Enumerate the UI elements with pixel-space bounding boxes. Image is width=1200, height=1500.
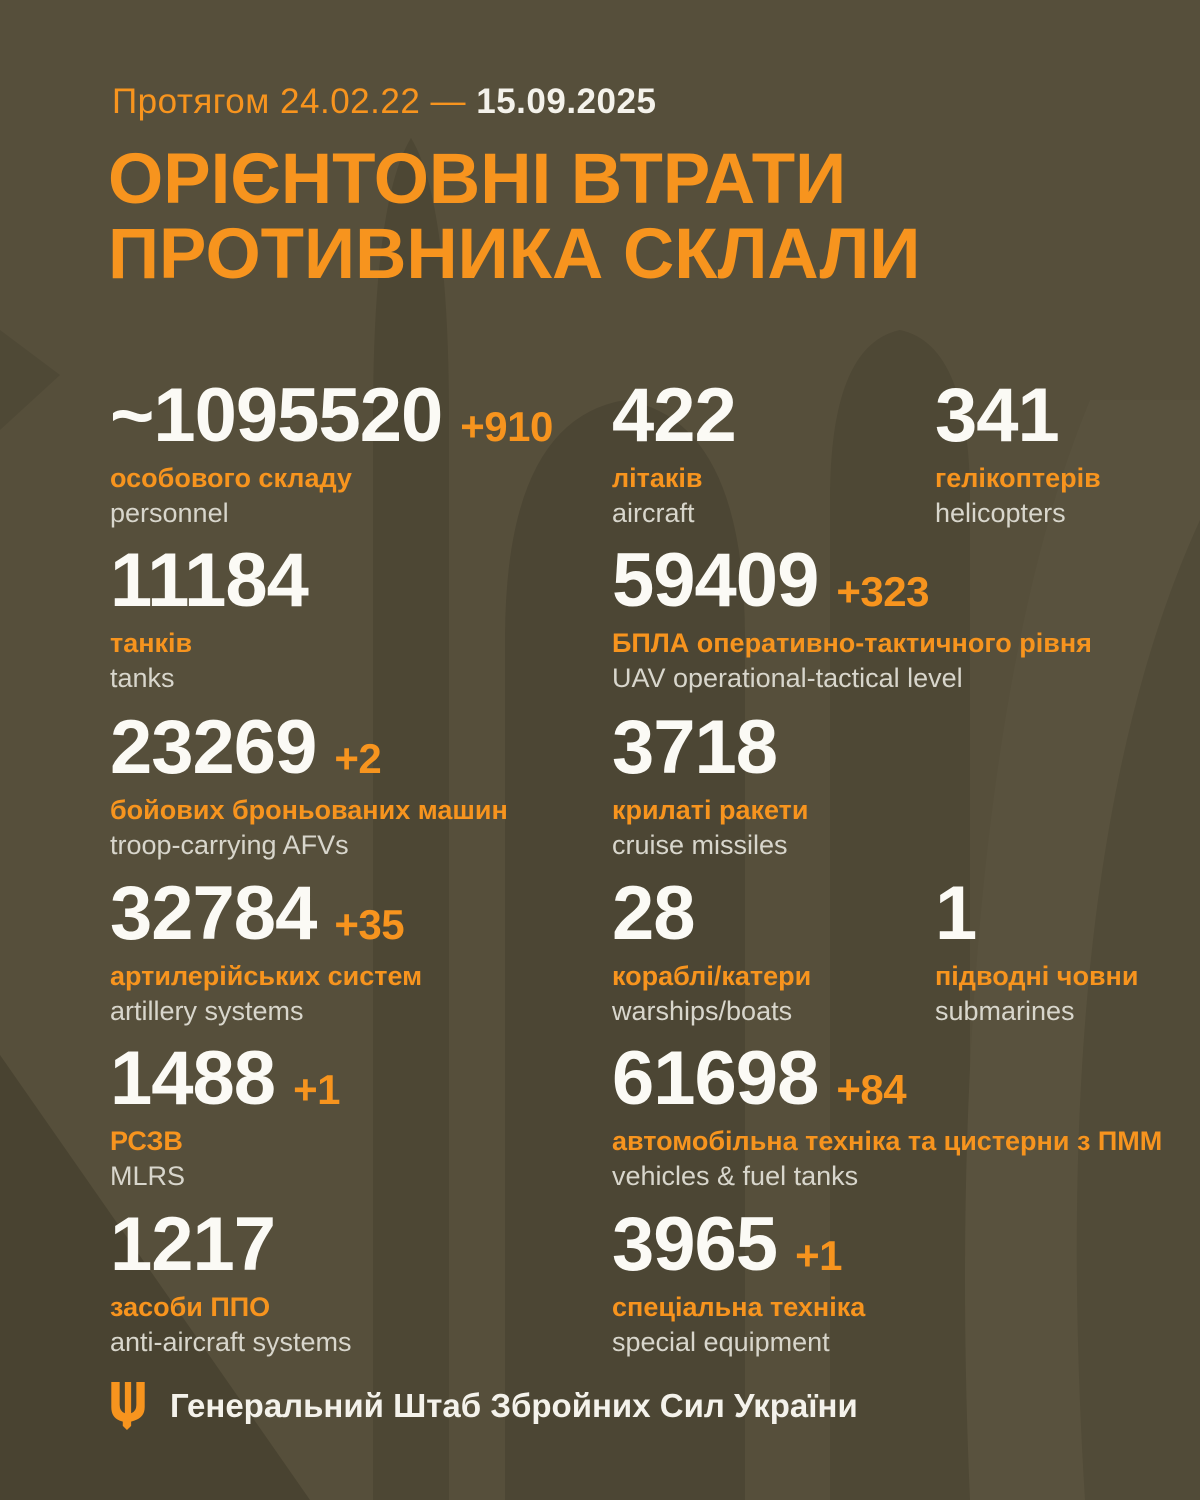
report-period: Протягом 24.02.22 — 15.09.2025 bbox=[112, 82, 656, 122]
stat-label-en: personnel bbox=[110, 497, 229, 528]
stat-label-en: tanks bbox=[110, 662, 175, 693]
stat-label-uk: літаків bbox=[612, 463, 703, 493]
stat-value: 1 bbox=[935, 871, 977, 956]
report-period-date: 15.09.2025 bbox=[476, 82, 657, 121]
stat-delta: +910 bbox=[460, 403, 553, 450]
page-title: ОРІЄНТОВНІ ВТРАТИ ПРОТИВНИКА СКЛАЛИ bbox=[108, 142, 920, 293]
stat-label-en: artillery systems bbox=[110, 995, 304, 1026]
page-title-line2: ПРОТИВНИКА СКЛАЛИ bbox=[108, 215, 921, 295]
stat-personnel: ~1095520 +910 особового складу personnel bbox=[110, 378, 553, 530]
source-organization: Генеральний Штаб Збройних Сил України bbox=[170, 1387, 858, 1424]
stat-label-en: special equipment bbox=[612, 1326, 830, 1357]
stat-value: 23269 bbox=[110, 705, 317, 790]
stat-label-en: submarines bbox=[935, 995, 1075, 1026]
stat-label-uk: бойових броньованих машин bbox=[110, 795, 508, 825]
trident-icon bbox=[110, 1382, 146, 1430]
report-period-prefix: Протягом 24.02.22 — bbox=[112, 82, 467, 121]
stat-value: 11184 bbox=[110, 538, 309, 623]
stat-value: 1217 bbox=[110, 1202, 276, 1287]
stat-special-equipment: 3965 +1 спеціальна техніка special equip… bbox=[612, 1207, 865, 1359]
stat-delta: +1 bbox=[795, 1232, 842, 1279]
stat-value: 1488 bbox=[110, 1036, 276, 1121]
stat-label-uk: кораблі/катери bbox=[612, 961, 812, 991]
stat-artillery: 32784 +35 артилерійських систем artiller… bbox=[110, 876, 422, 1028]
stat-delta: +35 bbox=[334, 901, 405, 948]
stat-vehicles-fuel: 61698 +84 автомобільна техніка та цистер… bbox=[612, 1041, 1162, 1193]
stat-anti-aircraft: 1217 засоби ППО anti-aircraft systems bbox=[110, 1207, 352, 1359]
stat-label-en: troop-carrying AFVs bbox=[110, 829, 349, 860]
stat-value: 61698 bbox=[612, 1036, 819, 1121]
stat-tanks: 11184 танків tanks bbox=[110, 543, 326, 695]
stat-label-en: anti-aircraft systems bbox=[110, 1326, 352, 1357]
stat-label-uk: особового складу bbox=[110, 463, 352, 493]
stat-value: 28 bbox=[612, 871, 696, 956]
stat-submarines: 1 підводні човни submarines bbox=[935, 876, 1138, 1028]
stat-label-en: vehicles & fuel tanks bbox=[612, 1160, 859, 1191]
stat-label-uk: автомобільна техніка та цистерни з ПММ bbox=[612, 1126, 1163, 1156]
stat-label-en: aircraft bbox=[612, 497, 695, 528]
stat-label-en: UAV operational-tactical level bbox=[612, 662, 963, 693]
stat-value: 32784 bbox=[110, 871, 317, 956]
stat-value: ~1095520 bbox=[110, 373, 443, 458]
stat-label-en: helicopters bbox=[935, 497, 1066, 528]
stat-helicopters: 341 гелікоптерів helicopters bbox=[935, 378, 1101, 530]
stat-label-uk: крилаті ракети bbox=[612, 795, 809, 825]
stat-value: 422 bbox=[612, 373, 737, 458]
stat-mlrs: 1488 +1 РСЗВ MLRS bbox=[110, 1041, 340, 1193]
stat-label-en: warships/boats bbox=[612, 995, 793, 1026]
stat-value: 59409 bbox=[612, 538, 819, 623]
stat-label-uk: спеціальна техніка bbox=[612, 1292, 866, 1322]
stat-label-en: MLRS bbox=[110, 1160, 186, 1191]
stat-uav: 59409 +323 БПЛА оперативно-тактичного рі… bbox=[612, 543, 1092, 695]
stat-label-uk: танків bbox=[110, 628, 193, 658]
stat-delta: +1 bbox=[293, 1066, 340, 1113]
stat-delta: +2 bbox=[334, 735, 382, 782]
page-title-line1: ОРІЄНТОВНІ ВТРАТИ bbox=[108, 140, 847, 219]
stat-afv: 23269 +2 бойових броньованих машин troop… bbox=[110, 710, 508, 862]
stat-label-uk: підводні човни bbox=[935, 961, 1139, 991]
stat-value: 3965 bbox=[612, 1202, 778, 1287]
stat-delta: +84 bbox=[836, 1066, 907, 1113]
stat-cruise-missiles: 3718 крилаті ракети cruise missiles bbox=[612, 710, 809, 862]
stat-label-uk: артилерійських систем bbox=[110, 961, 423, 991]
stat-warships: 28 кораблі/катери warships/boats bbox=[612, 876, 811, 1028]
stat-value: 3718 bbox=[612, 705, 778, 790]
stat-label-uk: РСЗВ bbox=[110, 1126, 183, 1156]
stat-value: 341 bbox=[935, 373, 1060, 458]
stat-label-en: cruise missiles bbox=[612, 829, 788, 860]
stat-aircraft: 422 літаків aircraft bbox=[612, 378, 754, 530]
stat-delta: +323 bbox=[836, 568, 929, 615]
stat-label-uk: БПЛА оперативно-тактичного рівня bbox=[612, 628, 1092, 658]
footer: Генеральний Штаб Збройних Сил України bbox=[110, 1382, 858, 1430]
stat-label-uk: гелікоптерів bbox=[935, 463, 1101, 493]
stat-label-uk: засоби ППО bbox=[110, 1292, 271, 1322]
